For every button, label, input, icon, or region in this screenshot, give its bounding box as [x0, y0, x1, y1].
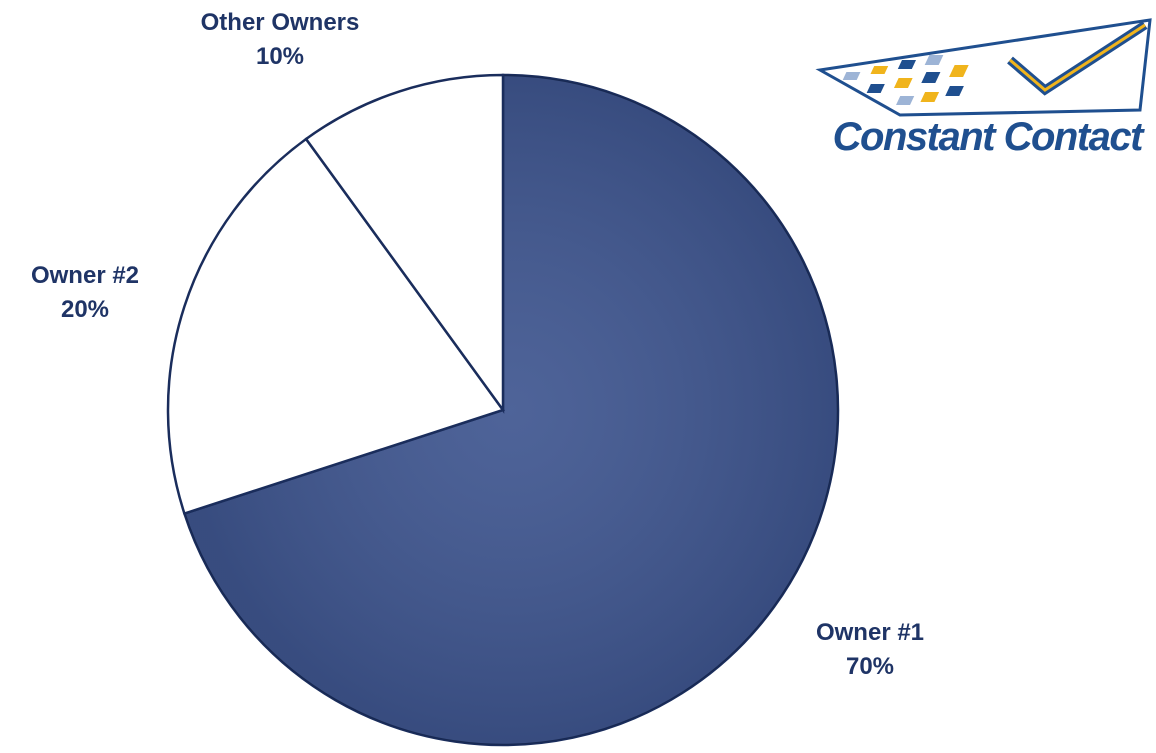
slice-shading [184, 75, 838, 745]
slice-value-label: 70% [846, 653, 894, 680]
slice-label: Owner #1 [816, 619, 924, 646]
logo-text: Constant Contact [833, 115, 1146, 159]
pie-slice [304, 73, 505, 414]
logo-envelope [815, 18, 1152, 117]
pie [166, 73, 840, 747]
logo-squares [842, 55, 969, 105]
slice-value-label: 20% [61, 296, 109, 323]
logo: Constant Contact [815, 18, 1152, 159]
pie-slice [166, 137, 506, 516]
slice-label: Other Owners [201, 9, 360, 36]
slice-value-label: 10% [256, 43, 304, 70]
logo-check-inner [1009, 23, 1146, 92]
slice-label: Owner #2 [31, 262, 139, 289]
